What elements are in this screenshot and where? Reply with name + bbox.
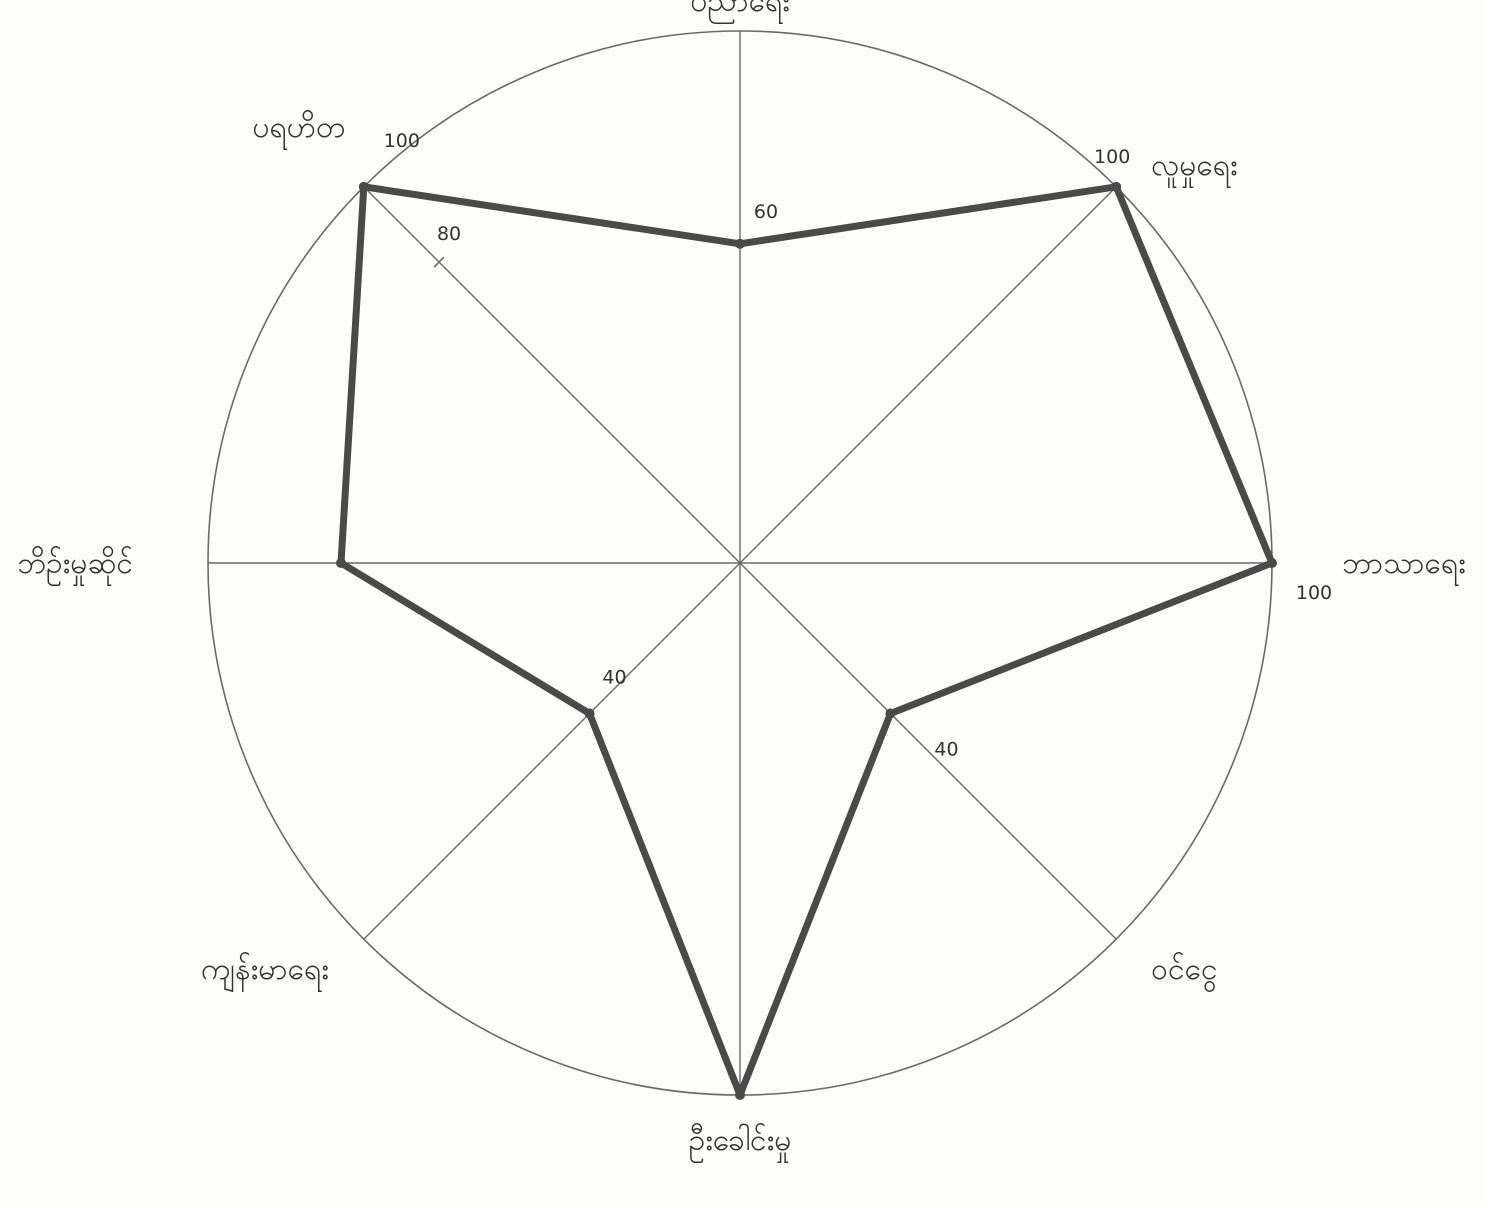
category-labels: ပညာရေးလူမှုရေးဘာသာရေးဝင်ငွေဦးခေါင်းမှု ကျ… xyxy=(17,0,1466,1164)
axis-line xyxy=(739,186,1117,564)
category-label: ကျန်းမာရေး xyxy=(201,952,329,993)
data-point xyxy=(336,558,346,568)
category-label: ဝင်ငွေ xyxy=(1151,952,1217,993)
point-value-label: 60 xyxy=(754,201,778,223)
point-value-label: 100 xyxy=(384,130,420,152)
data-point xyxy=(1267,558,1277,568)
tick-label: 80 xyxy=(437,223,461,245)
value-polygon xyxy=(337,183,1276,1099)
category-label: ဘိဉ်းမှုဆိုင် xyxy=(17,546,133,587)
category-label: ဘာသာရေး xyxy=(1342,546,1466,587)
data-point xyxy=(584,708,595,719)
data-points xyxy=(336,181,1277,1100)
value-polygon-group xyxy=(337,183,1276,1099)
point-value-labels: 60 100 100 40 40 100 xyxy=(384,130,1332,761)
category-label: ပရဟိတ xyxy=(252,110,345,151)
point-value-label: 100 xyxy=(1296,582,1332,604)
axis-line xyxy=(739,562,1117,940)
data-point xyxy=(735,1090,745,1100)
tick-mark xyxy=(433,256,445,268)
axis-line xyxy=(363,186,741,564)
axis-line xyxy=(363,562,741,940)
data-point xyxy=(1111,181,1122,192)
point-value-label: 40 xyxy=(934,738,958,760)
data-point xyxy=(735,238,745,249)
data-point xyxy=(885,708,896,719)
point-value-label: 40 xyxy=(602,666,626,688)
point-value-label: 100 xyxy=(1094,146,1130,168)
tick-marks: 80 xyxy=(433,223,461,268)
category-label: ဦးခေါင်းမှု xyxy=(689,1122,792,1164)
data-point xyxy=(358,181,369,192)
category-label: ပညာရေး xyxy=(690,0,790,25)
radial-axes xyxy=(208,31,1272,1095)
category-label: လူမှုရေး xyxy=(1151,148,1237,189)
